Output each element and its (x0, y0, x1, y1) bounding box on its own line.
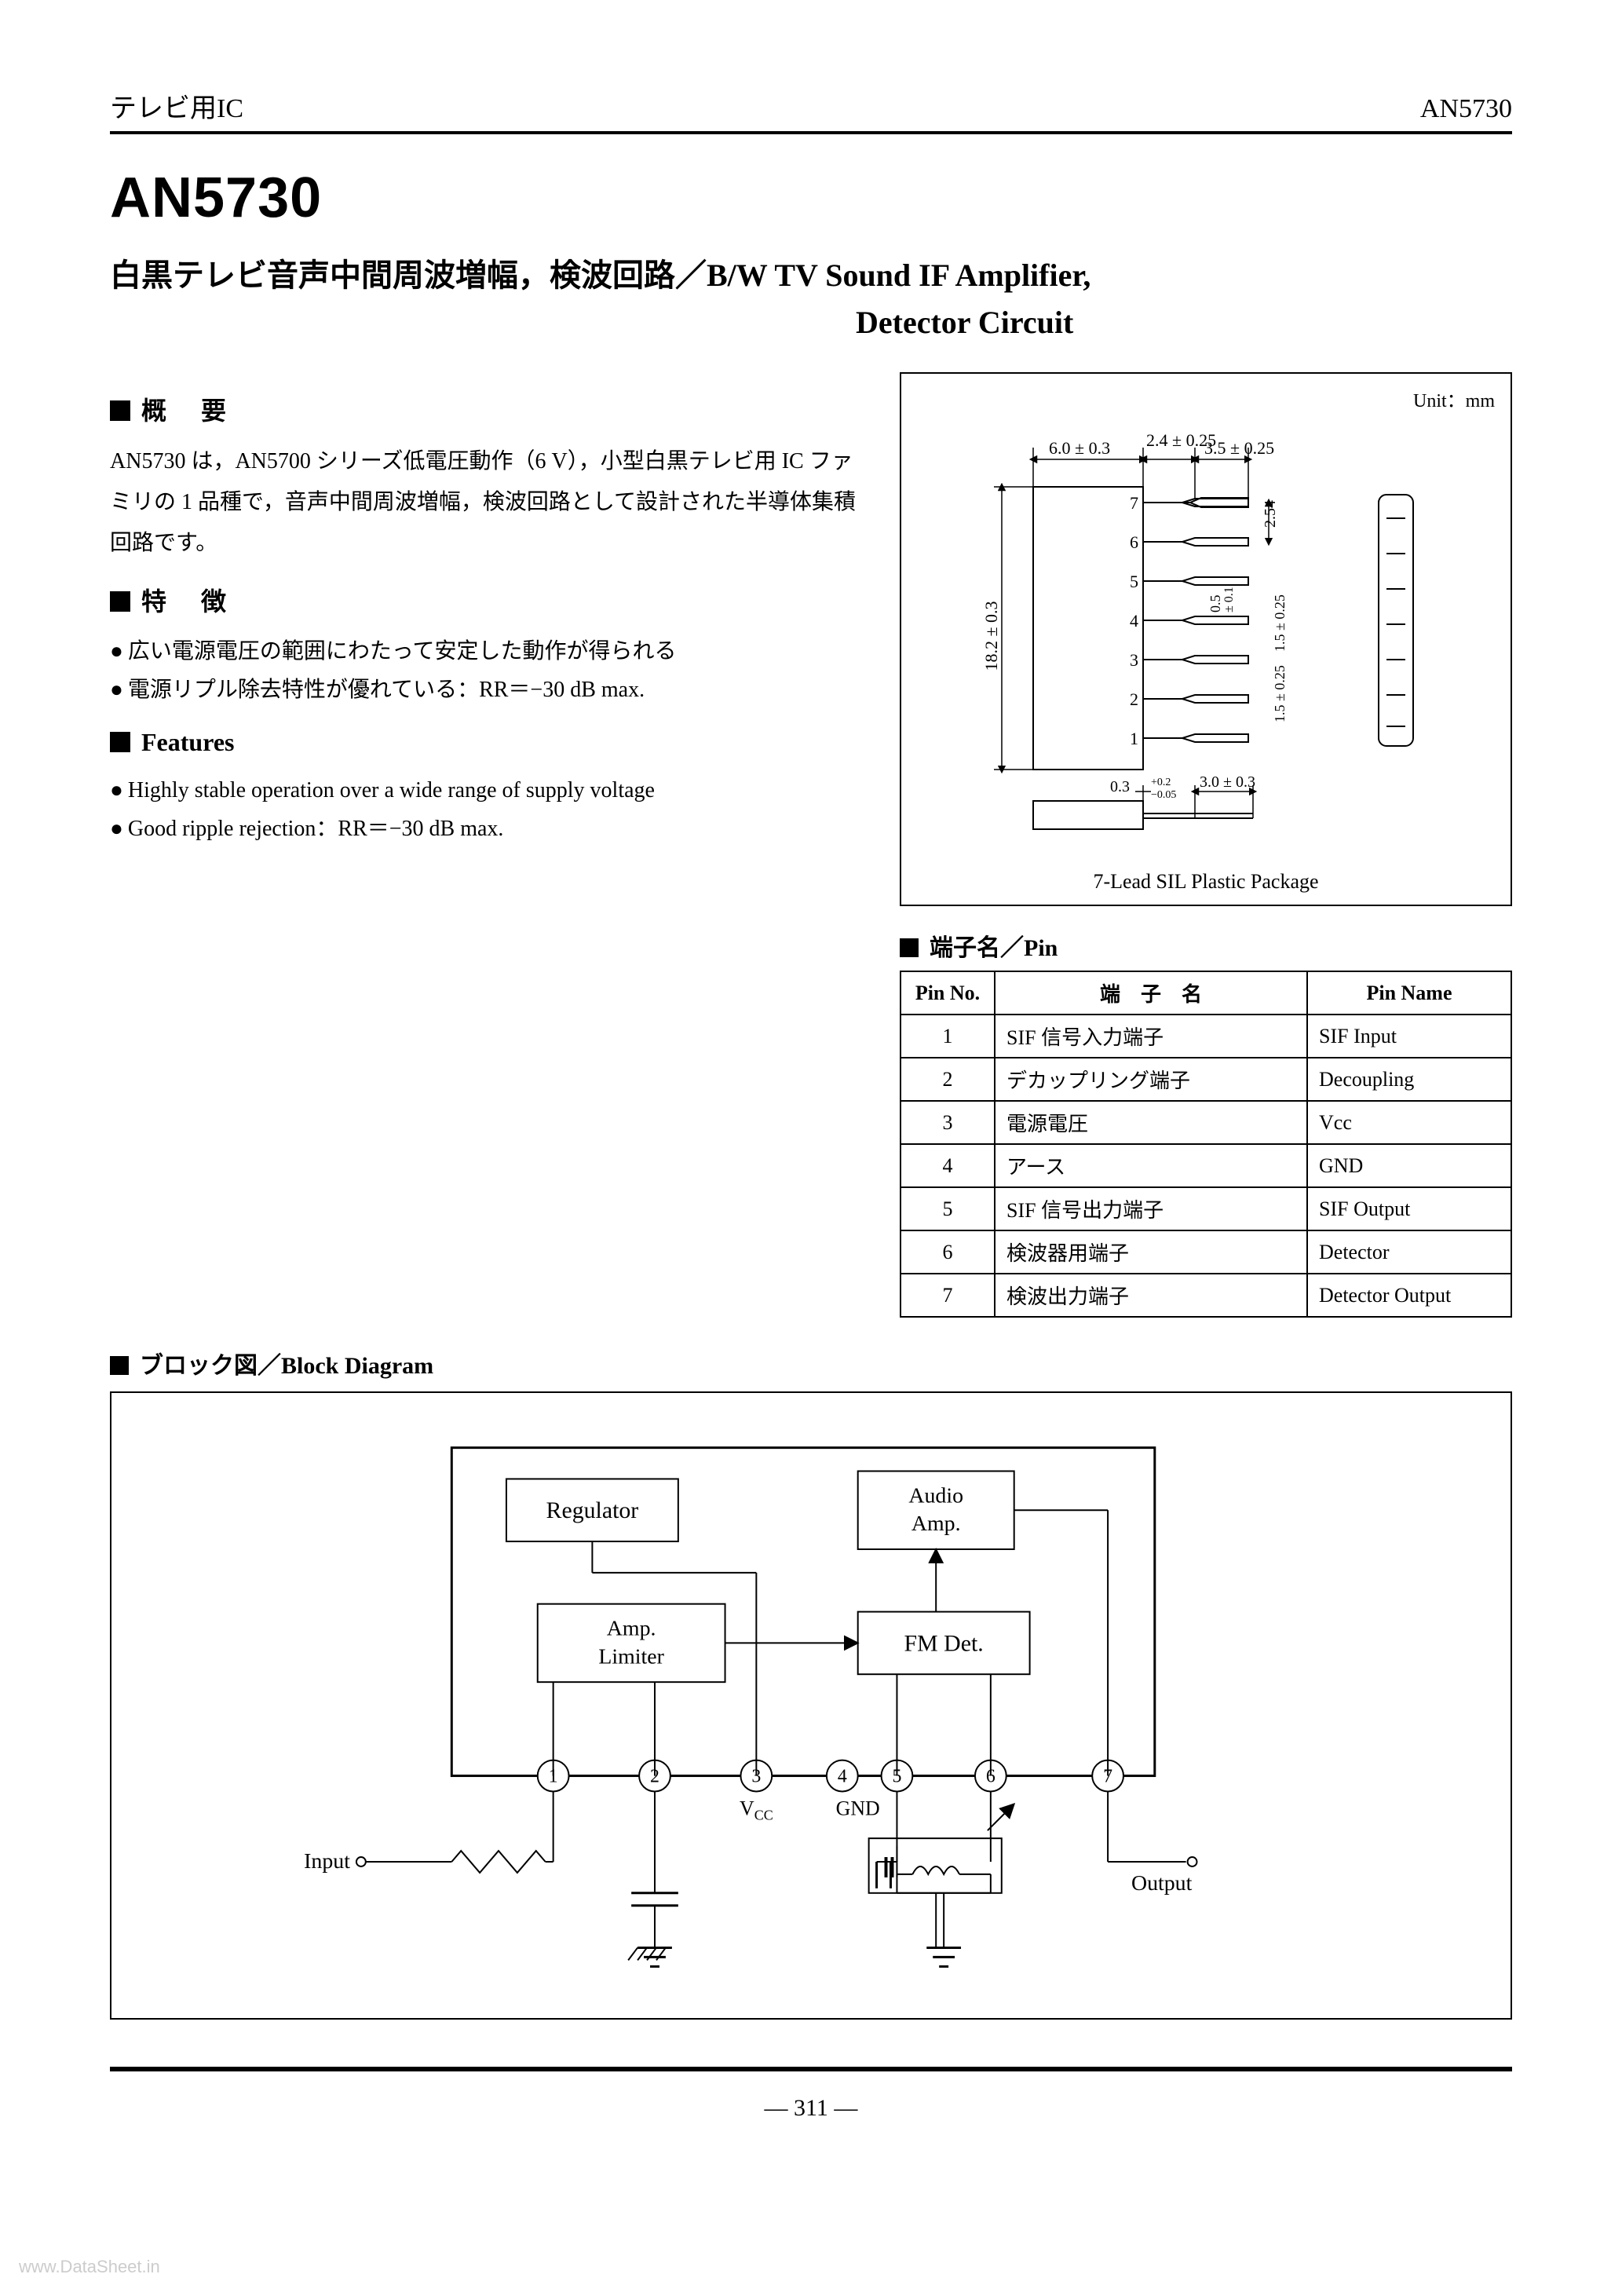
pin-no: 4 (901, 1144, 995, 1187)
pin-en: Detector Output (1307, 1274, 1511, 1317)
pin-col-en: Pin Name (1307, 971, 1511, 1015)
heading-features-en: Features (110, 728, 862, 757)
svg-text:7: 7 (1130, 493, 1138, 513)
subtitle-en1: B/W TV Sound IF Amplifier, (707, 258, 1090, 293)
page-number: — 311 — (110, 2095, 1512, 2122)
svg-text:Amp.: Amp. (911, 1512, 961, 1536)
svg-text:VCC: VCC (740, 1797, 773, 1823)
heading-overview: 概 要 (110, 391, 862, 427)
overview-body: AN5730 は，AN5700 シリーズ低電圧動作（6 V），小型白黒テレビ用 … (110, 441, 862, 563)
svg-text:Amp.: Amp. (607, 1616, 656, 1640)
svg-text:2: 2 (1130, 689, 1138, 709)
feature-en-item: Good ripple rejection：RR＝−30 dB max. (110, 810, 862, 848)
pin-en: SIF Output (1307, 1187, 1511, 1230)
pin-no: 3 (901, 1101, 995, 1144)
pin-jp: デカップリング端子 (995, 1058, 1307, 1101)
svg-text:Output: Output (1131, 1871, 1193, 1896)
pin-jp: SIF 信号入力端子 (995, 1015, 1307, 1058)
svg-text:6: 6 (1130, 532, 1138, 552)
dim-t1: 0.5 (1207, 595, 1223, 613)
dim-body-h: 18.2 ± 0.3 (981, 601, 1001, 671)
pin-en: Vcc (1307, 1101, 1511, 1144)
pin-no: 7 (901, 1274, 995, 1317)
pin-jp: 検波器用端子 (995, 1230, 1307, 1274)
header-category: テレビ用IC (110, 86, 243, 125)
svg-text:FM Det.: FM Det. (904, 1630, 984, 1656)
feature-en-item: Highly stable operation over a wide rang… (110, 771, 862, 810)
pin-jp: アース (995, 1144, 1307, 1187)
pin-no: 2 (901, 1058, 995, 1101)
block-diagram: Regulator Audio Amp. Amp. Limiter FM Det… (110, 1391, 1512, 2020)
pin-row: 4アースGND (901, 1144, 1511, 1187)
pin-row: 6検波器用端子Detector (901, 1230, 1511, 1274)
pin-row: 7検波出力端子Detector Output (901, 1274, 1511, 1317)
pin-row: 1SIF 信号入力端子SIF Input (901, 1015, 1511, 1058)
feature-jp-item: 広い電源電圧の範囲にわたって安定した動作が得られる (110, 632, 862, 671)
svg-text:1: 1 (1130, 729, 1138, 748)
svg-text:−0.05: −0.05 (1151, 789, 1176, 801)
pin-en: GND (1307, 1144, 1511, 1187)
svg-text:0.3: 0.3 (1110, 778, 1130, 795)
features-en-list: Highly stable operation over a wide rang… (110, 771, 862, 848)
package-unit: Unit：mm (1413, 385, 1495, 412)
pin-row: 5SIF 信号出力端子SIF Output (901, 1187, 1511, 1230)
svg-text:Regulator: Regulator (546, 1497, 639, 1523)
svg-text:4: 4 (1130, 611, 1138, 631)
package-drawing: Unit：mm (900, 372, 1512, 906)
dim-t3: 1.5 ± 0.25 (1272, 665, 1288, 722)
pin-jp: 電源電圧 (995, 1101, 1307, 1144)
svg-text:4: 4 (838, 1767, 847, 1787)
pin-row: 2デカップリング端子Decoupling (901, 1058, 1511, 1101)
pin-jp: 検波出力端子 (995, 1274, 1307, 1317)
pin-no: 5 (901, 1187, 995, 1230)
pin-row: 3電源電圧Vcc (901, 1101, 1511, 1144)
pin-no: 6 (901, 1230, 995, 1274)
dim-standoff: 3.0 ± 0.3 (1200, 773, 1255, 791)
pin-en: SIF Input (1307, 1015, 1511, 1058)
pin-table: Pin No. 端 子 名 Pin Name 1SIF 信号入力端子SIF In… (900, 971, 1512, 1318)
heading-features-jp: 特 徴 (110, 582, 862, 618)
svg-text:3: 3 (1130, 650, 1138, 670)
svg-text:Audio: Audio (908, 1483, 963, 1508)
watermark: www.DataSheet.in (19, 2257, 160, 2277)
feature-jp-item: 電源リプル除去特性が優れている：RR＝−30 dB max. (110, 671, 862, 709)
pin-jp: SIF 信号出力端子 (995, 1187, 1307, 1230)
svg-text:5: 5 (1130, 572, 1138, 591)
heading-pin: 端子名／Pin (900, 928, 1512, 963)
svg-text:Limiter: Limiter (598, 1644, 664, 1669)
dim-t1tol: ± 0.1 (1222, 587, 1236, 612)
pin-en: Decoupling (1307, 1058, 1511, 1101)
pin-no: 1 (901, 1015, 995, 1058)
dim-pitch: 2.54 (1262, 500, 1279, 528)
subtitle-en2: Detector Circuit (856, 304, 1512, 341)
features-jp-list: 広い電源電圧の範囲にわたって安定した動作が得られる 電源リプル除去特性が優れてい… (110, 632, 862, 709)
title-partno: AN5730 (110, 166, 1512, 230)
pin-en: Detector (1307, 1230, 1511, 1274)
svg-text:GND: GND (836, 1797, 880, 1819)
dim-lead2: 3.5 ± 0.25 (1204, 438, 1274, 458)
header-partno: AN5730 (1420, 94, 1512, 124)
dim-body-w: 6.0 ± 0.3 (1049, 438, 1110, 458)
subtitle-jp: 白黒テレビ音声中間周波増幅，検波回路／ (110, 258, 707, 293)
svg-text:Input: Input (304, 1849, 350, 1874)
package-svg: 7 6 5 4 3 2 1 (915, 416, 1496, 856)
rule-top (110, 131, 1512, 134)
dim-t2: 1.5 ± 0.25 (1272, 594, 1288, 652)
heading-block: ブロック図／Block Diagram (110, 1346, 1512, 1380)
pin-col-jp: 端 子 名 (995, 971, 1307, 1015)
pin-col-no: Pin No. (901, 971, 995, 1015)
svg-text:+0.2: +0.2 (1151, 777, 1171, 788)
package-caption: 7-Lead SIL Plastic Package (901, 870, 1511, 894)
rule-bottom (110, 2067, 1512, 2071)
